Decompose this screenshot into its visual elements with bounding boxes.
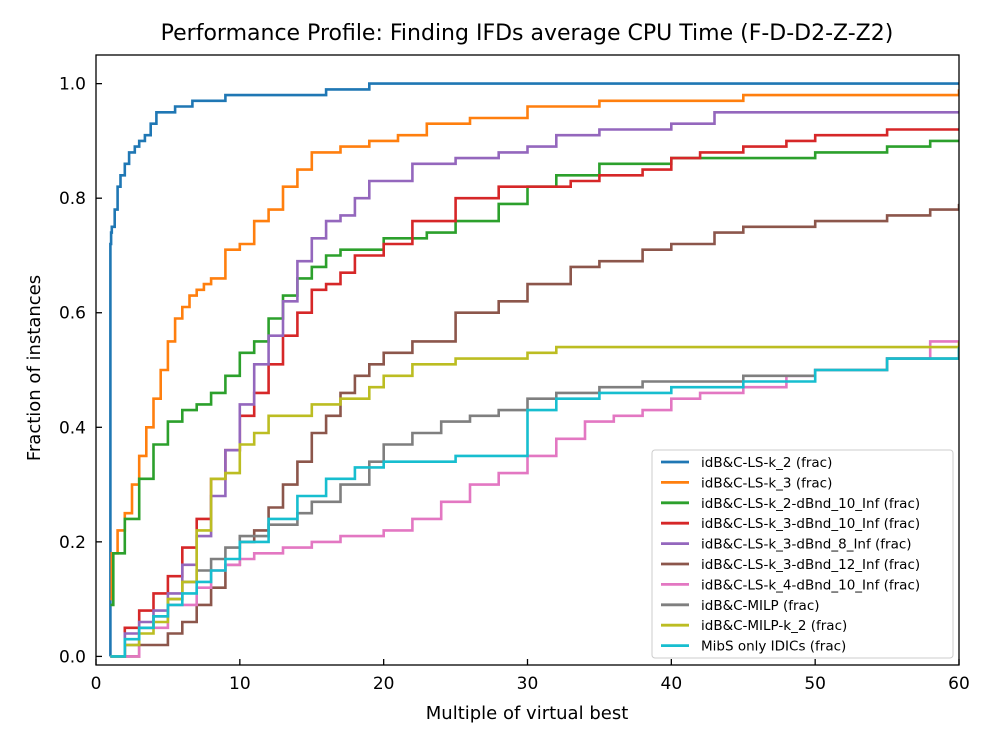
x-tick-label: 10 [229,674,251,694]
legend-entry: idB&C-LS-k_3-dBnd_8_Inf (frac) [701,537,912,553]
series-lines [109,82,959,658]
legend-box [651,449,954,659]
legend-entry: idB&C-LS-k_4-dBnd_10_Inf (frac) [701,577,920,593]
series-line-1 [109,82,959,657]
x-tick-label: 40 [661,674,683,694]
x-tick-label: 50 [804,674,826,694]
chart-title: Performance Profile: Finding IFDs averag… [161,21,894,46]
y-tick-label: 0.8 [59,189,86,209]
y-tick-label: 0.2 [59,533,86,553]
y-tick-label: 0.4 [59,418,86,438]
series-line-10 [110,347,959,658]
x-tick-label: 60 [948,674,970,694]
plot-area [109,82,959,658]
series-line-2 [110,89,959,601]
x-axis-label: Multiple of virtual best [426,703,629,724]
x-tick-label: 30 [517,674,539,694]
series-line-6 [110,203,959,658]
legend-entry: idB&C-LS-k_3-dBnd_12_Inf (frac) [701,557,920,573]
axes: 0 10 20 30 40 50 60 0.0 0.2 0.4 0.6 0.8 1.0 [59,54,970,694]
y-tick-label: 1.0 [59,75,86,95]
legend-entry: idB&C-MILP (frac) [701,598,820,614]
legend-entry: idB&C-LS-k_3-dBnd_10_Inf (frac) [701,516,920,532]
legend-entry: idB&C-LS-k_2 (frac) [701,455,832,471]
series-line-9 [110,341,959,658]
x-tick-label: 0 [91,674,102,694]
series-line-3 [110,139,959,607]
legend: idB&C-LS-k_2 (frac) idB&C-LS-k_3 (frac) id… [651,449,954,659]
legend-entry: idB&C-LS-k_3 (frac) [701,475,832,491]
series-line-4 [110,128,959,658]
y-tick-label: 0.6 [59,304,86,324]
y-axis-label: Fraction of instances [24,275,45,461]
legend-entry: MibS only IDICs (frac) [701,639,846,655]
x-tick-label: 20 [373,674,395,694]
legend-entry: idB&C-LS-k_2-dBnd_10_Inf (frac) [701,496,920,512]
legend-entry: idB&C-MILP-k_2 (frac) [701,618,847,634]
y-tick-label: 0.0 [59,647,86,667]
